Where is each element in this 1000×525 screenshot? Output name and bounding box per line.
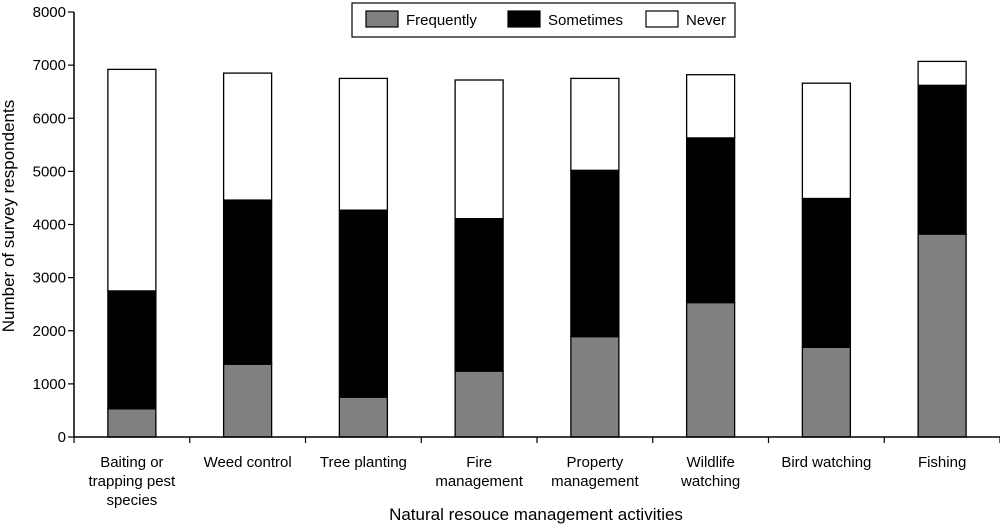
x-axis-category-labels: Baiting or trapping pest species Weed contr…: [89, 454, 967, 509]
bar-segment-never: [107, 68, 157, 292]
x-category-label: Tree planting: [320, 454, 407, 471]
legend-label-never: Never: [686, 12, 726, 29]
x-category-label-line: Tree planting: [320, 454, 407, 471]
bar-segment-frequently: [801, 346, 852, 438]
y-tick-label: 5000: [33, 163, 66, 180]
bar-segment-sometimes: [107, 290, 157, 410]
x-category-label: Baiting or trapping pest species: [89, 454, 177, 509]
bar-segment-sometimes: [801, 197, 852, 348]
bar-segment-frequently: [222, 363, 273, 438]
bar-stack: [338, 77, 389, 438]
x-category-label: Fire management: [435, 454, 523, 490]
legend-swatch-never: [645, 10, 679, 28]
bar-stack: [570, 77, 620, 438]
bar-segment-sometimes: [917, 84, 967, 235]
bar-segment-never: [338, 77, 389, 211]
bar-segment-never: [454, 79, 504, 220]
legend-swatch-frequently: [365, 10, 399, 28]
bar-segment-never: [222, 72, 273, 201]
x-category-label-line: Baiting or: [100, 454, 163, 471]
x-category-label-line: Fire: [466, 454, 492, 471]
x-category-label-line: Bird watching: [781, 454, 871, 471]
bar-segment-sometimes: [454, 218, 504, 372]
y-tick-label: 7000: [33, 57, 66, 74]
x-category-label-line: management: [551, 473, 639, 490]
x-axis-title: Natural resouce management activities: [389, 505, 683, 524]
bar-segment-frequently: [570, 335, 620, 438]
y-tick-label: 8000: [33, 4, 66, 21]
bar-segment-never: [685, 74, 736, 139]
bars: [107, 60, 967, 438]
legend: Frequently Sometimes Never: [351, 2, 736, 38]
y-tick-label: 2000: [33, 323, 66, 340]
x-category-label-line: Property: [567, 454, 624, 471]
x-category-label-line: trapping pest: [89, 473, 177, 490]
legend-swatch-sometimes: [507, 10, 541, 28]
bar-stack: [801, 82, 852, 438]
x-category-label-line: Fishing: [918, 454, 966, 471]
bar-segment-frequently: [338, 396, 389, 438]
bar-segment-sometimes: [570, 169, 620, 338]
x-category-label: Weed control: [204, 454, 292, 471]
bar-stack: [454, 79, 504, 438]
x-category-label-line: management: [435, 473, 523, 490]
bar-segment-never: [801, 82, 852, 200]
y-axis-title: Number of survey respondents: [0, 100, 18, 332]
legend-label-frequently: Frequently: [406, 12, 477, 29]
y-axis-ticks: 0 1000 2000 3000 4000 5000 6000 7000 8000: [33, 4, 74, 446]
x-category-label: Fishing: [918, 454, 966, 471]
y-tick-label: 6000: [33, 110, 66, 127]
y-tick-label: 1000: [33, 376, 66, 393]
y-tick-label: 0: [58, 429, 66, 446]
legend-label-sometimes: Sometimes: [548, 12, 623, 29]
bar-stack: [917, 60, 967, 438]
bar-segment-sometimes: [685, 137, 736, 304]
y-tick-label: 4000: [33, 217, 66, 234]
x-category-label-line: watching: [680, 473, 740, 490]
y-tick-label: 3000: [33, 270, 66, 287]
bar-segment-sometimes: [222, 199, 273, 365]
bar-segment-sometimes: [338, 209, 389, 398]
x-category-label-line: Wildlife: [686, 454, 734, 471]
x-category-label-line: Weed control: [204, 454, 292, 471]
bar-segment-never: [570, 77, 620, 171]
bar-stack: [107, 68, 157, 438]
x-category-label: Bird watching: [781, 454, 871, 471]
bar-segment-frequently: [454, 370, 504, 438]
x-axis-ticks: [73, 437, 1000, 443]
bar-segment-frequently: [685, 301, 736, 438]
x-category-label: Wildlife watching: [680, 454, 740, 490]
x-category-label: Property management: [551, 454, 639, 490]
bar-stack: [222, 72, 273, 438]
bar-segment-frequently: [917, 233, 967, 438]
bar-segment-never: [917, 60, 967, 86]
bar-stack: [685, 74, 736, 438]
bar-segment-frequently: [107, 408, 157, 438]
x-category-label-line: species: [106, 492, 157, 509]
